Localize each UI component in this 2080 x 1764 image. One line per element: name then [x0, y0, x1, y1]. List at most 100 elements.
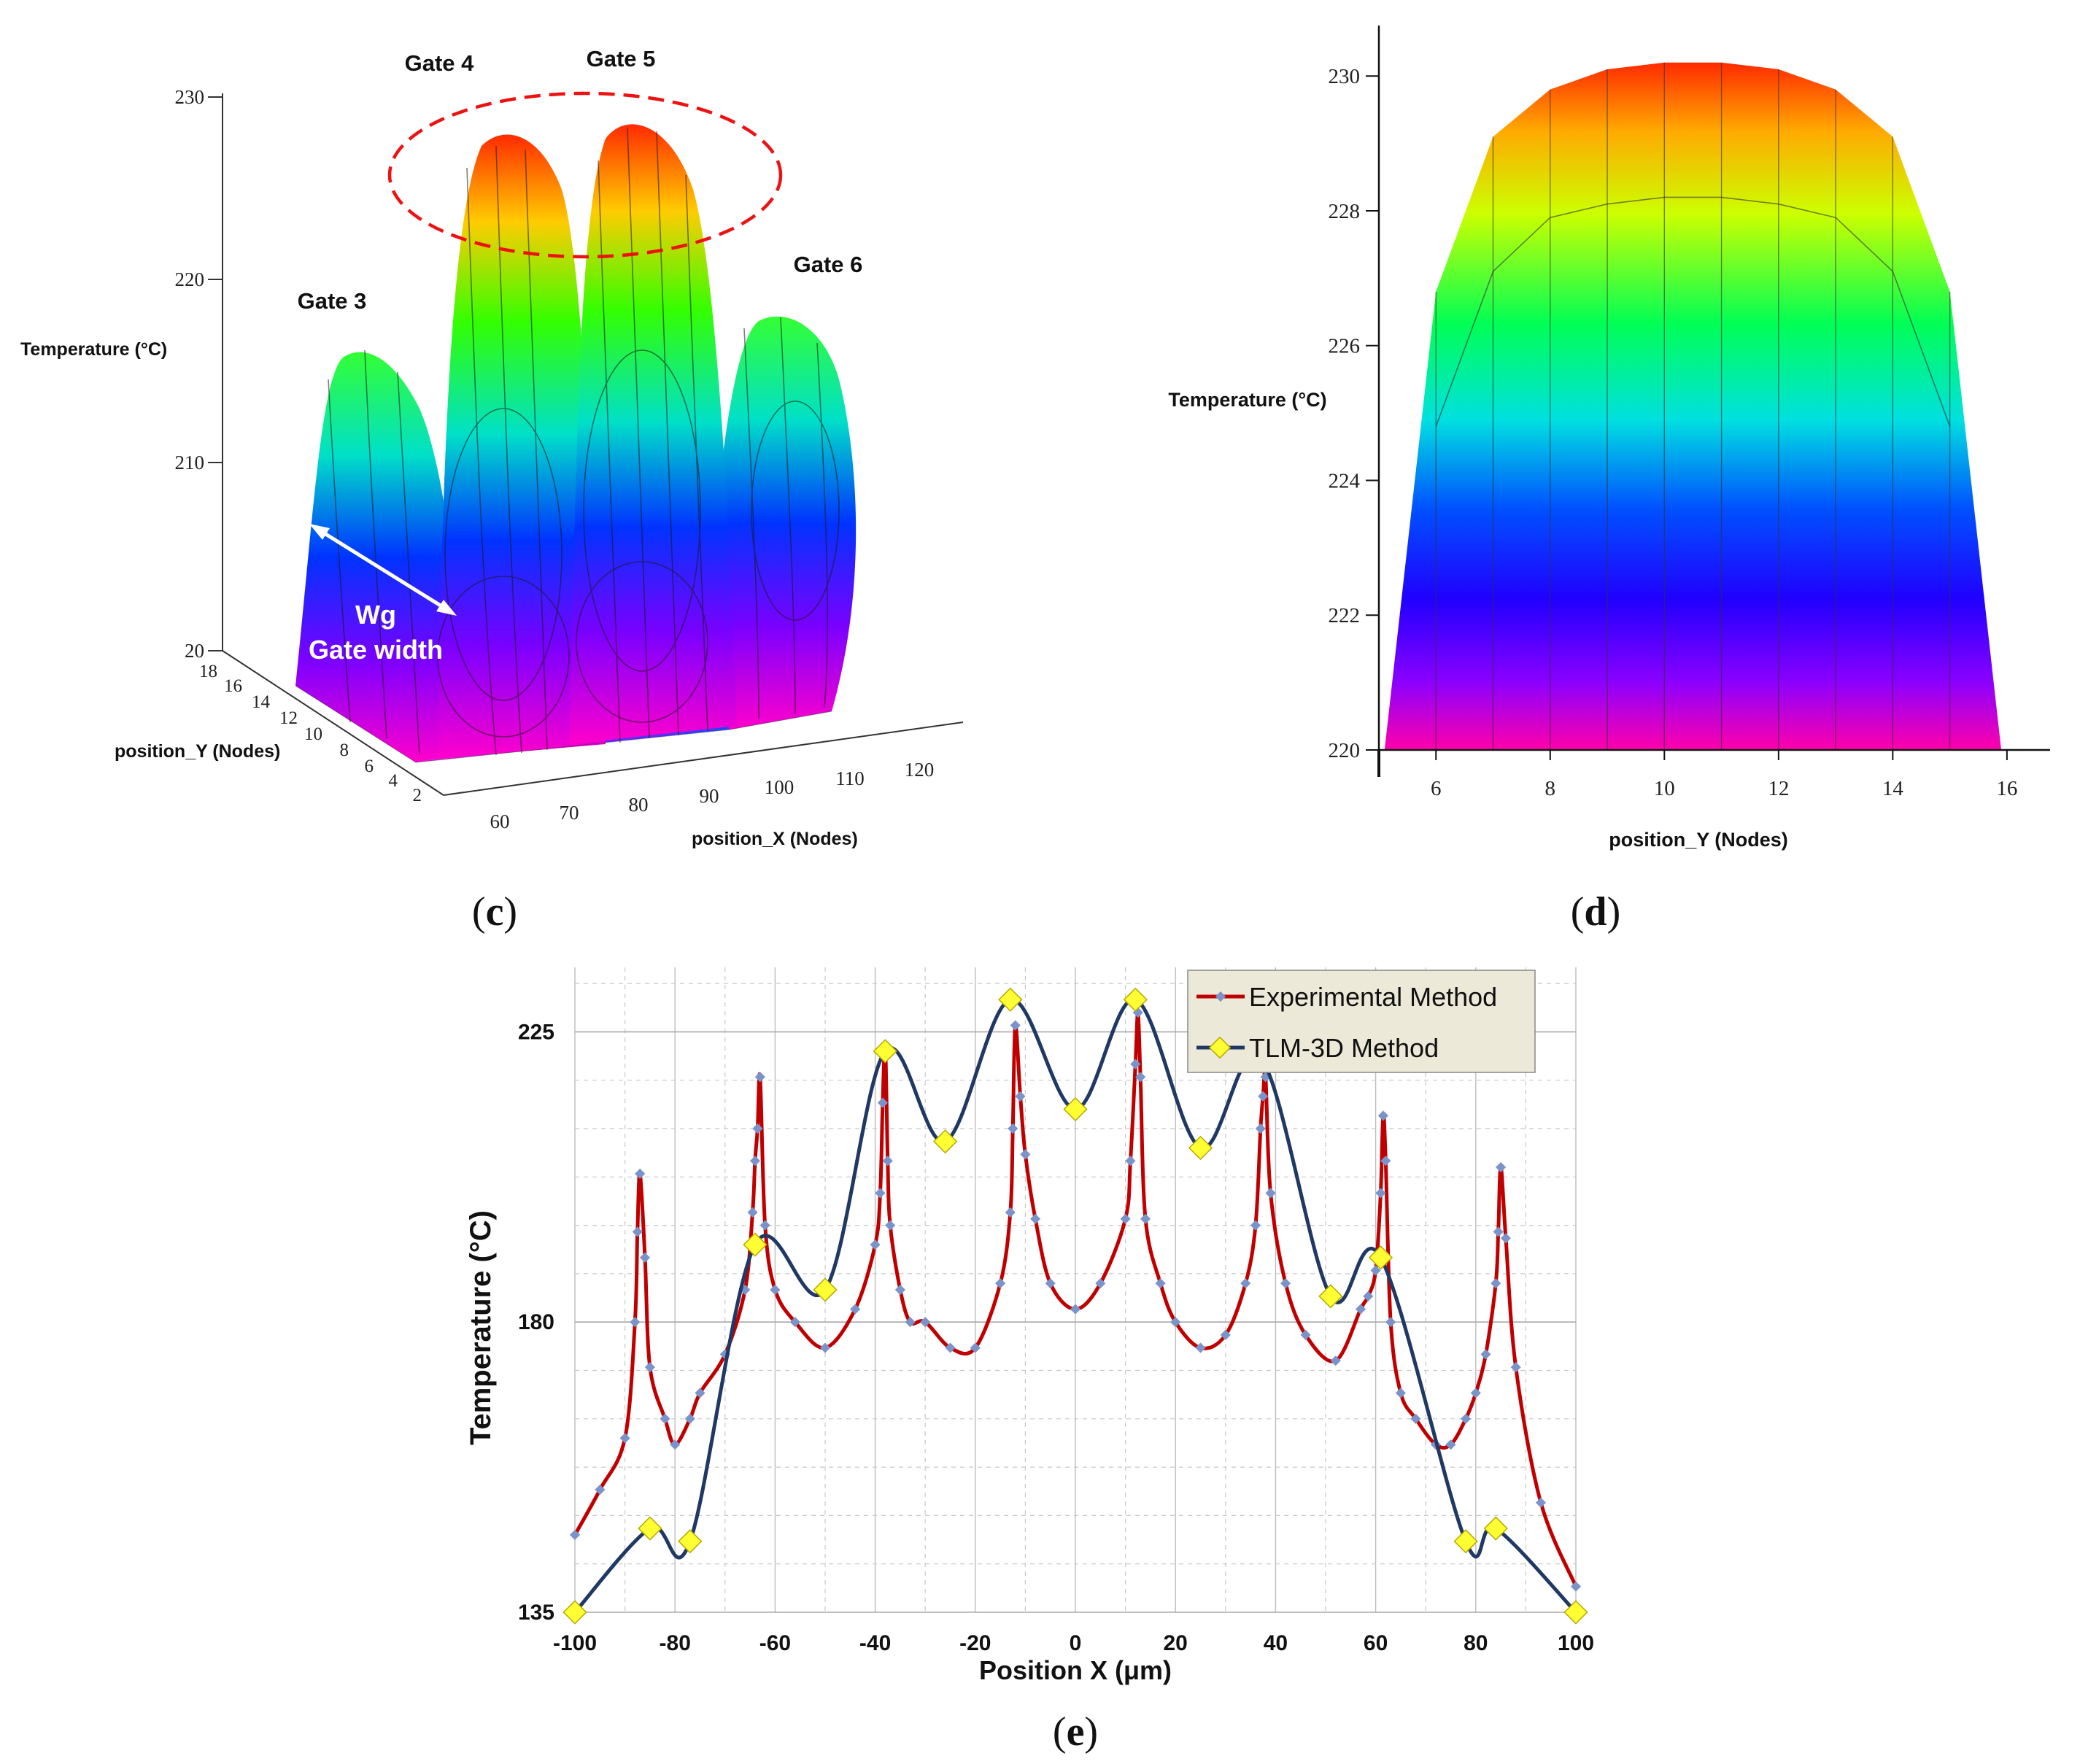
- e-x-tick-label: -60: [759, 1631, 791, 1655]
- d-y-tick-label: 224: [1329, 469, 1361, 492]
- e-experimental-point: [1005, 1207, 1016, 1218]
- e-tlm3d-point: [678, 1529, 703, 1554]
- e-experimental-point: [1030, 1213, 1041, 1224]
- d-x-tick-label: 6: [1431, 777, 1442, 800]
- panel-c-3d-surface: 230 220 210 20 18 16 14 12 10 8 6 4 2 60…: [20, 46, 964, 935]
- e-experimental-point: [1491, 1278, 1501, 1289]
- e-experimental-point: [1375, 1188, 1386, 1199]
- panel-e-line-chart: 135 180 225 -100 -80 -60 -40 -20 0 20 40 60 80 100 Te…: [465, 967, 1594, 1755]
- c-annotation-wg: Wg: [355, 600, 396, 630]
- e-experimental-point: [894, 1284, 905, 1296]
- e-experimental-point: [644, 1362, 655, 1373]
- d-y-tick-label: 228: [1329, 200, 1361, 223]
- e-experimental-point: [1385, 1317, 1396, 1328]
- e-experimental-point: [1240, 1278, 1251, 1289]
- e-experimental-point: [905, 1317, 916, 1328]
- e-experimental-point: [1363, 1291, 1374, 1301]
- c-x-tick: 120: [905, 759, 935, 781]
- d-inner-contour: [1435, 196, 1951, 427]
- c-x-tick: 70: [560, 802, 579, 824]
- c-y-tick: 18: [199, 662, 217, 681]
- e-experimental-point: [595, 1484, 606, 1496]
- e-legend-label: TLM-3D Method: [1249, 1033, 1439, 1063]
- e-tlm3d-point: [638, 1516, 662, 1541]
- e-legend-marker: [1208, 1036, 1232, 1059]
- c-gate6-surface: [704, 316, 857, 730]
- c-gate5-surface: [569, 124, 737, 745]
- e-experimental-point: [1130, 1059, 1141, 1069]
- e-experimental-point: [1410, 1413, 1421, 1424]
- e-x-tick-label: -40: [859, 1631, 891, 1655]
- e-experimental-point: [1120, 1213, 1131, 1224]
- c-gate4-surface: [438, 134, 606, 759]
- e-x-axis-title: Position X (μm): [979, 1655, 1172, 1685]
- e-experimental-point: [639, 1252, 651, 1263]
- e-experimental-point: [885, 1220, 896, 1231]
- e-legend: Experimental Method TLM-3D Method: [1187, 970, 1536, 1073]
- c-z-tick: 20: [185, 640, 204, 662]
- e-experimental-point: [695, 1388, 705, 1399]
- e-experimental-point: [1135, 1072, 1146, 1083]
- e-experimental-point: [1140, 1213, 1151, 1224]
- c-gate-label: Gate 6: [794, 252, 863, 277]
- d-temperature-area: [1384, 62, 2002, 750]
- e-experimental-point: [1496, 1161, 1507, 1173]
- e-experimental-point: [630, 1317, 641, 1328]
- d-x-tick-label: 16: [1996, 777, 2017, 800]
- e-experimental-point: [920, 1317, 931, 1328]
- c-y-tick: 16: [224, 676, 242, 696]
- e-x-tick-label: -80: [660, 1631, 691, 1655]
- d-x-tick-label: 10: [1654, 777, 1675, 800]
- e-experimental-point: [1125, 1156, 1136, 1167]
- e-experimental-point: [789, 1317, 800, 1328]
- e-experimental-point: [770, 1284, 781, 1296]
- d-y-tick-label: 222: [1329, 604, 1361, 627]
- e-experimental-point: [670, 1439, 681, 1450]
- e-experimental-point: [1045, 1278, 1056, 1289]
- c-y-axis-title: position_Y (Nodes): [115, 741, 280, 762]
- e-experimental-point: [1265, 1188, 1276, 1199]
- e-experimental-point: [1250, 1220, 1261, 1231]
- e-experimental-point: [1220, 1329, 1231, 1340]
- c-y-ticks: 18 16 14 12 10 8 6 4 2: [199, 662, 422, 805]
- e-experimental-point: [1535, 1497, 1547, 1508]
- d-x-tick-label: 8: [1545, 777, 1556, 800]
- e-experimental-point: [749, 1156, 761, 1167]
- e-x-tick-label: 40: [1264, 1631, 1288, 1655]
- e-experimental-point: [875, 1188, 886, 1199]
- e-x-tick-label: 0: [1070, 1631, 1082, 1655]
- e-tlm3d-point: [1188, 1135, 1213, 1161]
- e-legend-label: Experimental Method: [1249, 982, 1497, 1012]
- e-x-tick-label: 100: [1558, 1631, 1594, 1655]
- e-experimental-point: [1020, 1149, 1031, 1160]
- e-y-axis-title: Temperature (°C): [465, 1210, 497, 1445]
- e-experimental-point: [995, 1278, 1006, 1289]
- d-y-tick-label: 226: [1329, 335, 1361, 358]
- e-experimental-point: [1330, 1355, 1341, 1366]
- e-experimental-point: [1280, 1278, 1291, 1289]
- e-experimental-point: [1010, 1020, 1021, 1031]
- e-experimental-point: [684, 1413, 695, 1424]
- e-y-tick-label: 135: [518, 1601, 554, 1625]
- e-tlm3d-point: [873, 1039, 897, 1064]
- c-x-tick: 90: [700, 785, 719, 807]
- e-x-tick-label: -20: [959, 1631, 991, 1655]
- d-x-tick-label: 12: [1768, 777, 1789, 800]
- c-x-axis: [443, 722, 964, 796]
- e-grid: [574, 967, 1577, 1613]
- e-experimental-point: [1355, 1304, 1366, 1315]
- e-experimental-point: [882, 1156, 893, 1167]
- e-tlm3d-point: [1123, 987, 1148, 1012]
- e-experimental-point: [1445, 1439, 1456, 1450]
- e-experimental-point: [819, 1342, 831, 1353]
- c-x-axis-title: position_X (Nodes): [692, 829, 858, 849]
- c-z-tick: 230: [175, 86, 205, 108]
- e-experimental-point: [752, 1123, 763, 1134]
- c-gate-label: Gate 3: [298, 288, 367, 314]
- e-experimental-point: [1377, 1110, 1388, 1121]
- c-z-tick: 210: [175, 452, 205, 473]
- e-experimental-point: [632, 1226, 643, 1237]
- c-y-tick: 10: [304, 724, 322, 744]
- e-legend-marker: [1215, 991, 1226, 1002]
- e-experimental-point: [619, 1433, 630, 1444]
